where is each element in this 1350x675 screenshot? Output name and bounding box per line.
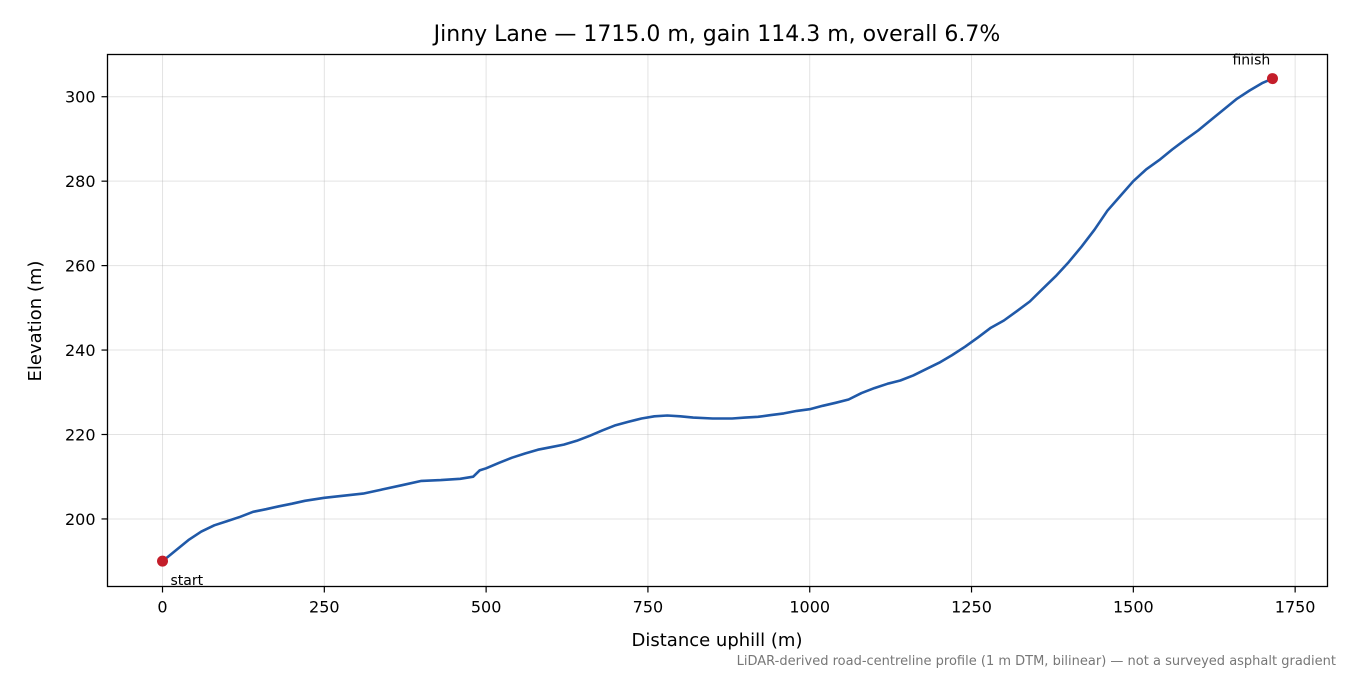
chart-title: Jinny Lane — 1715.0 m, gain 114.3 m, ove…: [432, 22, 1001, 47]
x-tick-label: 500: [471, 598, 502, 617]
grid-lines: [107, 54, 1328, 587]
x-tick-label: 0: [157, 598, 167, 617]
x-tick-label: 1250: [951, 598, 992, 617]
y-tick-label: 280: [65, 172, 96, 191]
marker-layer: start finish: [157, 53, 1278, 589]
x-axis-label: Distance uphill (m): [632, 630, 803, 651]
finish-label: finish: [1232, 53, 1270, 69]
x-tick-label: 750: [633, 598, 664, 617]
y-tick-label: 240: [65, 341, 96, 360]
y-tick-label: 220: [65, 426, 96, 445]
y-axis-label: Elevation (m): [25, 261, 46, 382]
elevation-line: [161, 77, 1274, 563]
x-tick-label: 1750: [1275, 598, 1316, 617]
finish-marker: [1266, 73, 1278, 85]
y-tick-label: 200: [65, 510, 96, 529]
start-marker: [157, 555, 169, 567]
x-tick-label: 1000: [789, 598, 830, 617]
series-layer: [161, 77, 1274, 563]
start-label: start: [171, 573, 204, 589]
x-tick-label: 1500: [1113, 598, 1154, 617]
y-tick-label: 260: [65, 257, 96, 276]
y-axis-ticks: 200 220 240 260 280 300: [65, 88, 108, 529]
plot-frame: [106, 53, 1329, 588]
y-tick-label: 300: [65, 88, 96, 107]
x-axis-ticks: 0 250 500 750 1000 1250 1500 1750: [157, 586, 1316, 617]
x-tick-label: 250: [309, 598, 340, 617]
footnote: LiDAR-derived road-centreline profile (1…: [737, 654, 1336, 669]
